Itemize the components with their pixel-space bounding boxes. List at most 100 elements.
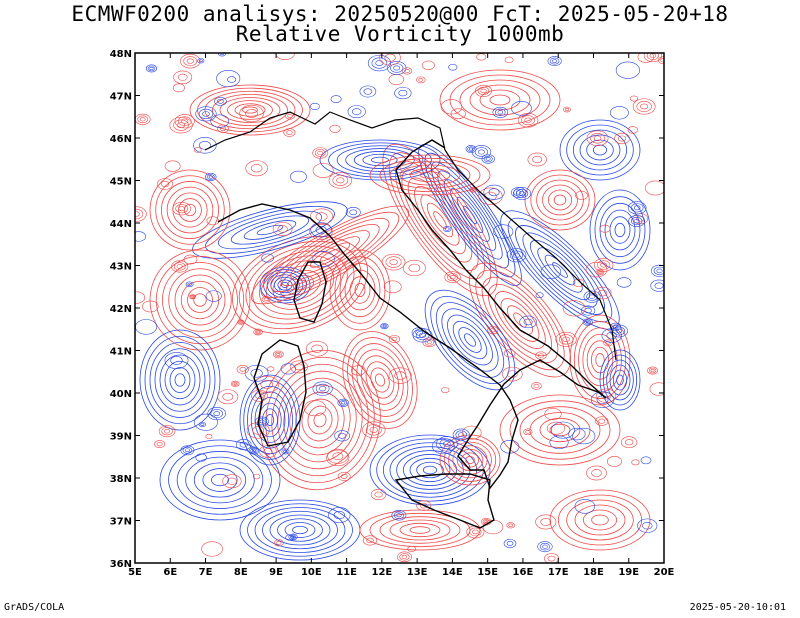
contour-line xyxy=(186,58,194,64)
contour-line xyxy=(572,278,585,287)
contour-line xyxy=(164,160,181,172)
x-tick-label: 10E xyxy=(301,567,322,578)
contour-line xyxy=(185,456,255,504)
contour-line xyxy=(255,416,269,427)
contour-line xyxy=(455,430,467,439)
contour-line xyxy=(284,522,316,538)
contour-line xyxy=(156,441,163,447)
contour-line xyxy=(636,215,645,222)
contour-line xyxy=(650,279,664,292)
contour-line xyxy=(647,366,659,375)
contour-line xyxy=(250,448,258,454)
contour-line xyxy=(180,53,201,69)
contour-line xyxy=(366,537,374,544)
contour-line xyxy=(610,106,629,120)
contour-line xyxy=(135,208,144,220)
contour-line xyxy=(562,336,570,343)
contour-line xyxy=(317,150,324,156)
contour-line xyxy=(529,412,591,448)
contour-line xyxy=(230,215,310,245)
contour-line xyxy=(367,54,391,72)
contour-line xyxy=(590,133,605,144)
contour-line xyxy=(332,174,349,186)
contour-line xyxy=(393,65,401,71)
contour-line xyxy=(305,340,329,357)
contour-line xyxy=(243,380,297,460)
contour-line xyxy=(217,124,229,133)
contour-line xyxy=(349,209,358,216)
contour-line xyxy=(247,503,353,557)
contour-line xyxy=(210,409,223,419)
contour-line xyxy=(205,433,213,439)
contour-line xyxy=(379,53,401,66)
contour-line xyxy=(189,294,197,300)
contour-line xyxy=(269,514,331,546)
contour-line xyxy=(362,153,398,167)
contour-line xyxy=(374,491,383,498)
contour-line xyxy=(262,408,278,432)
contour-line xyxy=(389,519,451,541)
contour-line xyxy=(371,156,389,164)
contour-line xyxy=(521,115,535,126)
contour-line xyxy=(557,494,643,546)
contour-line xyxy=(544,553,560,563)
contour-line xyxy=(232,236,368,334)
contour-line xyxy=(235,439,252,451)
contour-line xyxy=(401,169,479,271)
contour-line xyxy=(252,449,256,453)
contour-line xyxy=(629,95,638,102)
contour-line xyxy=(190,295,196,299)
contour-line xyxy=(421,60,435,70)
y-tick-label: 37N xyxy=(110,517,132,528)
contour-line xyxy=(326,449,350,467)
contour-line xyxy=(470,187,476,192)
contour-line xyxy=(523,318,533,326)
contour-line xyxy=(609,216,631,244)
contour-line xyxy=(493,224,514,239)
contour-line xyxy=(537,247,583,293)
contour-line xyxy=(559,119,641,181)
contour-line xyxy=(632,98,656,115)
contour-line xyxy=(447,314,493,366)
contour-line xyxy=(319,386,327,392)
contour-line xyxy=(650,369,655,373)
contour-line xyxy=(222,392,234,401)
contour-line xyxy=(471,188,475,191)
contour-line xyxy=(450,108,466,120)
contour-line xyxy=(265,356,375,484)
contour-line xyxy=(435,302,505,378)
contour-line xyxy=(399,159,423,175)
contour-line xyxy=(396,450,464,490)
contour-line xyxy=(226,477,237,485)
contour-line xyxy=(542,544,548,549)
contour-line xyxy=(313,412,327,428)
contour-line xyxy=(312,163,334,178)
y-tick-label: 43N xyxy=(110,262,132,273)
contour-line xyxy=(489,94,511,106)
contour-line xyxy=(431,438,455,455)
contour-line xyxy=(458,432,465,437)
contour-line xyxy=(164,352,189,369)
contour-line xyxy=(422,465,438,475)
contour-line xyxy=(178,206,186,212)
contour-line xyxy=(391,509,407,521)
contour-line xyxy=(600,262,608,268)
contour-line xyxy=(365,361,395,399)
contour-line xyxy=(615,328,623,334)
contour-line xyxy=(515,225,605,315)
contour-line xyxy=(542,184,578,216)
sardinia-coastline xyxy=(253,339,307,447)
contour-line xyxy=(159,354,201,406)
contour-line xyxy=(532,155,543,164)
contour-line xyxy=(193,293,207,307)
contour-line xyxy=(589,189,651,271)
contour-line xyxy=(511,101,532,116)
x-tick-label: 18E xyxy=(583,567,604,578)
contour-line xyxy=(311,344,323,353)
contour-line xyxy=(602,354,638,406)
contour-line xyxy=(633,218,640,224)
contour-line xyxy=(273,276,297,294)
contour-line xyxy=(149,249,251,351)
contour-line xyxy=(396,513,402,518)
contour-line xyxy=(409,457,451,483)
